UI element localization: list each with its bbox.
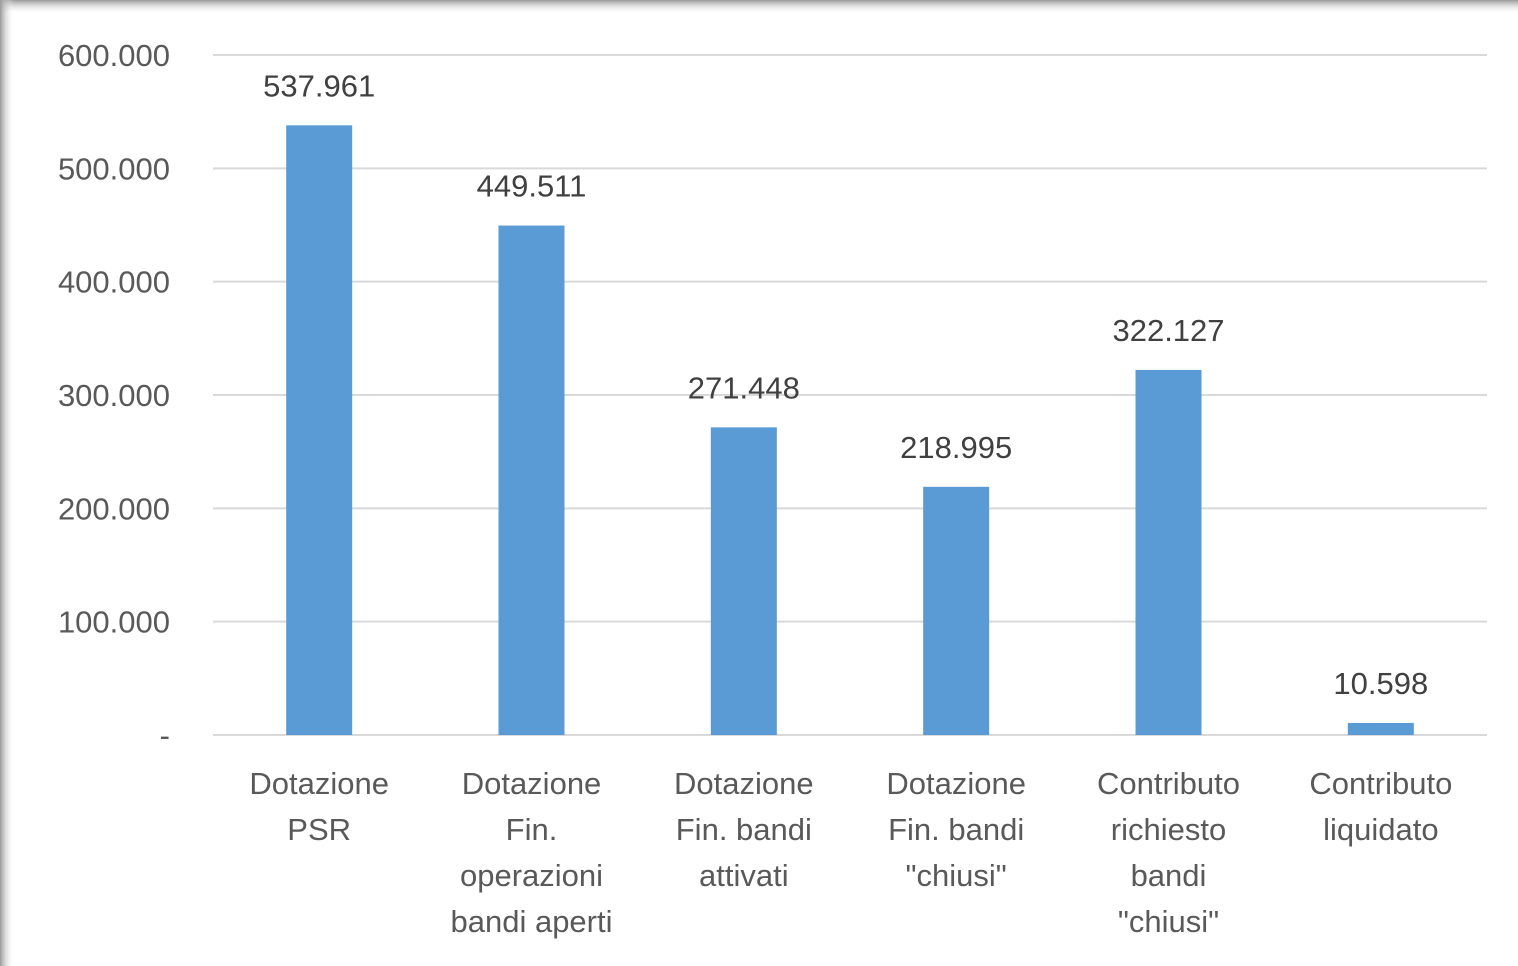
frame-shadow-top: [0, 0, 1518, 14]
bar: [1347, 722, 1414, 735]
category-label-line: Contributo: [1097, 766, 1240, 801]
category-label-line: richiesto: [1111, 812, 1226, 847]
category-label: Dotazione PSR: [249, 766, 389, 847]
category-label-line: "chiusi": [906, 858, 1007, 893]
bars: [286, 125, 1414, 736]
bar: [923, 486, 990, 735]
category-label-line: Dotazione: [674, 766, 814, 801]
y-tick-label: 400.000: [58, 265, 170, 300]
category-label-line: "chiusi": [1118, 904, 1219, 939]
y-tick-label: 300.000: [58, 378, 170, 413]
x-axis-category-labels: Dotazione PSR Dotazione Fin. operazioni bandi…: [249, 766, 1452, 939]
category-label-line: Fin. bandi: [676, 812, 812, 847]
category-label-line: liquidato: [1323, 812, 1438, 847]
bar-value-label: 322.127: [1112, 313, 1224, 348]
frame-shadow-left: [0, 0, 14, 966]
category-label-line: Fin.: [506, 812, 558, 847]
category-label-line: operazioni: [460, 858, 603, 893]
bar: [498, 225, 565, 735]
gridlines: [213, 54, 1487, 736]
category-label: Contributo liquidato: [1309, 766, 1452, 847]
category-label: Contributo richiesto bandi "chiusi": [1097, 766, 1240, 939]
category-label: Dotazione Fin. operazioni bandi aperti: [450, 766, 612, 939]
bar-value-label: 218.995: [900, 430, 1012, 465]
category-label-line: Dotazione: [462, 766, 602, 801]
category-label-line: Dotazione: [886, 766, 1026, 801]
category-label-line: Fin. bandi: [888, 812, 1024, 847]
bar-value-label: 537.961: [263, 68, 375, 103]
category-label-line: PSR: [287, 812, 351, 847]
category-label-line: bandi: [1131, 858, 1207, 893]
y-tick-label: 200.000: [58, 491, 170, 526]
bar-value-label: 271.448: [688, 370, 800, 405]
bar-value-label: 449.511: [477, 169, 587, 204]
category-label: Dotazione Fin. bandi attivati: [674, 766, 814, 893]
y-tick-label: 600.000: [58, 38, 170, 73]
y-axis-tick-labels: - 100.000 200.000 300.000 400.000 500.000 600.…: [58, 38, 170, 753]
bar: [1135, 369, 1202, 735]
category-label-line: Contributo: [1309, 766, 1452, 801]
category-label-line: Dotazione: [249, 766, 389, 801]
bar: [286, 125, 353, 736]
data-labels: 537.961 449.511 271.448 218.995 322.127 10.59…: [263, 68, 1428, 701]
y-tick-label: 100.000: [58, 605, 170, 640]
y-tick-label: 500.000: [58, 151, 170, 186]
category-label-line: attivati: [699, 858, 789, 893]
bar: [710, 427, 777, 735]
y-tick-label: -: [160, 718, 170, 753]
category-label-line: bandi aperti: [450, 904, 612, 939]
category-label: Dotazione Fin. bandi "chiusi": [886, 766, 1026, 893]
bar-value-label: 10.598: [1333, 666, 1428, 701]
